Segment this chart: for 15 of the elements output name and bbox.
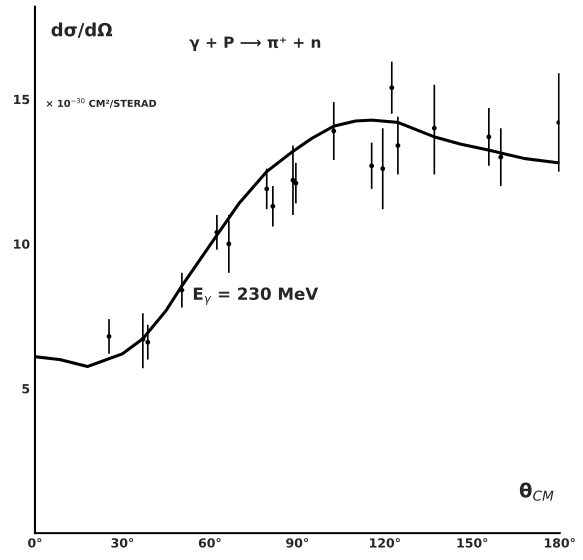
y-tick-label: 10 [14,239,30,249]
x-tick-label: 30° [111,538,134,548]
x-tick-label: 0° [28,538,42,548]
x-tick-label: 60° [198,538,221,548]
annotation: E$_{γ}$ = 230 MeV [194,287,318,305]
annotation: γ + P ⟶ π⁺ + n [190,36,320,51]
y-axis-title: dσ/dΩ [52,22,112,38]
y-tick-label: 5 [22,384,30,394]
x-tick-label: 90° [286,538,308,548]
y-tick-label: 15 [14,94,30,104]
x-tick-label: 180° [544,538,575,548]
x-tick-label: 120° [370,538,400,548]
x-tick-label: 150° [457,538,488,548]
annotation: × 10$^{−30}$ CM²/STERAD [46,98,156,108]
x-axis-title: θ$_{CM}$ [520,482,554,501]
